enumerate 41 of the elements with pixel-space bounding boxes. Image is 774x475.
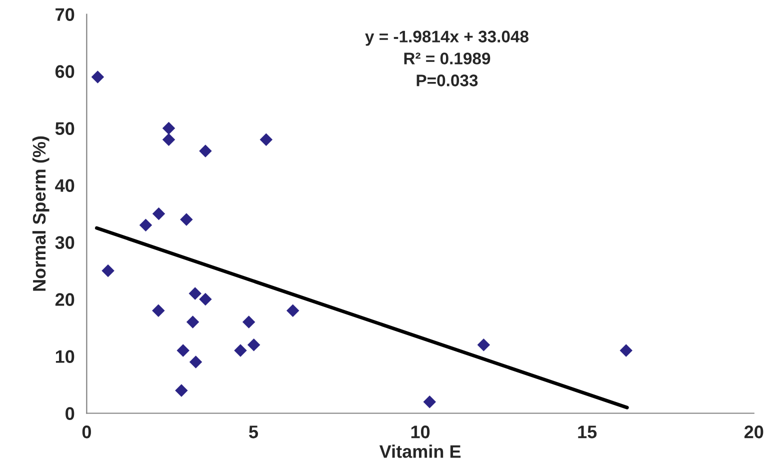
x-axis-title: Vitamin E [379,444,461,458]
point [477,338,490,352]
point [180,213,193,226]
point [189,356,202,368]
y-tick-label: 40 [55,179,74,192]
y-axis-title: Normal Sperm (%) [32,136,50,291]
y-tick-label: 60 [55,65,74,78]
x-tick-label: 10 [411,426,430,438]
point [176,344,190,357]
point [139,218,152,232]
y-tick-label: 10 [56,350,74,363]
point [423,395,436,408]
point [152,304,165,318]
annotation: P=0.033 [416,74,478,86]
point [286,304,300,318]
y-tick-label: 20 [55,293,74,306]
point [199,292,212,306]
point [91,70,104,84]
y-tick-label: 70 [56,8,74,21]
point [186,316,200,328]
point [199,144,212,158]
point [620,344,632,357]
x-tick-label: 5 [249,426,258,438]
point [175,384,188,397]
point [260,133,273,146]
point [242,316,256,328]
point [162,133,176,146]
x-tick-label: 15 [578,426,597,438]
x-tick-label: 0 [82,426,91,438]
annotation: R² = 0.1989 [404,52,490,64]
y-tick-label: 0 [66,407,74,420]
y-tick-label: 30 [55,236,74,249]
y-tick-label: 50 [55,122,74,135]
x-tick-label: 20 [744,426,764,438]
point [234,344,247,357]
point [102,264,114,278]
point [188,287,202,300]
annotation: y = -1.9814x + 33.048 [365,30,528,46]
point [247,338,260,352]
point [152,207,166,220]
point [162,122,176,135]
